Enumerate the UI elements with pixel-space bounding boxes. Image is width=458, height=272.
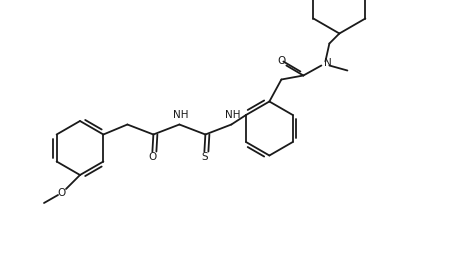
Text: O: O <box>148 153 157 162</box>
Text: NH: NH <box>224 110 240 120</box>
Text: S: S <box>201 153 207 162</box>
Text: O: O <box>58 188 66 198</box>
Text: N: N <box>323 58 331 69</box>
Text: O: O <box>277 55 285 66</box>
Text: NH: NH <box>173 110 188 120</box>
